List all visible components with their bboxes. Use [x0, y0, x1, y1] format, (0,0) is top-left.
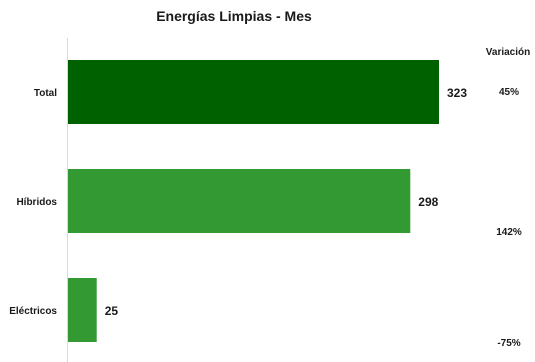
chart-title: Energías Limpias - Mes — [156, 8, 312, 24]
variation-value: -75% — [497, 338, 520, 349]
variation-value: 142% — [496, 227, 522, 238]
bar-1 — [68, 169, 411, 233]
data-label: 25 — [105, 304, 119, 318]
category-label: Híbridos — [16, 197, 57, 208]
bar-0 — [68, 60, 439, 124]
category-label: Total — [34, 88, 57, 99]
bars-group: Total 323 45% Híbridos 298 142% Eléctricos 25 -7… — [9, 60, 522, 349]
category-label: Eléctricos — [9, 306, 57, 317]
variation-value: 45% — [499, 87, 519, 98]
data-label: 298 — [418, 195, 438, 209]
data-label: 323 — [447, 86, 467, 100]
bar-2 — [68, 278, 97, 342]
variation-header: Variación — [486, 47, 530, 58]
